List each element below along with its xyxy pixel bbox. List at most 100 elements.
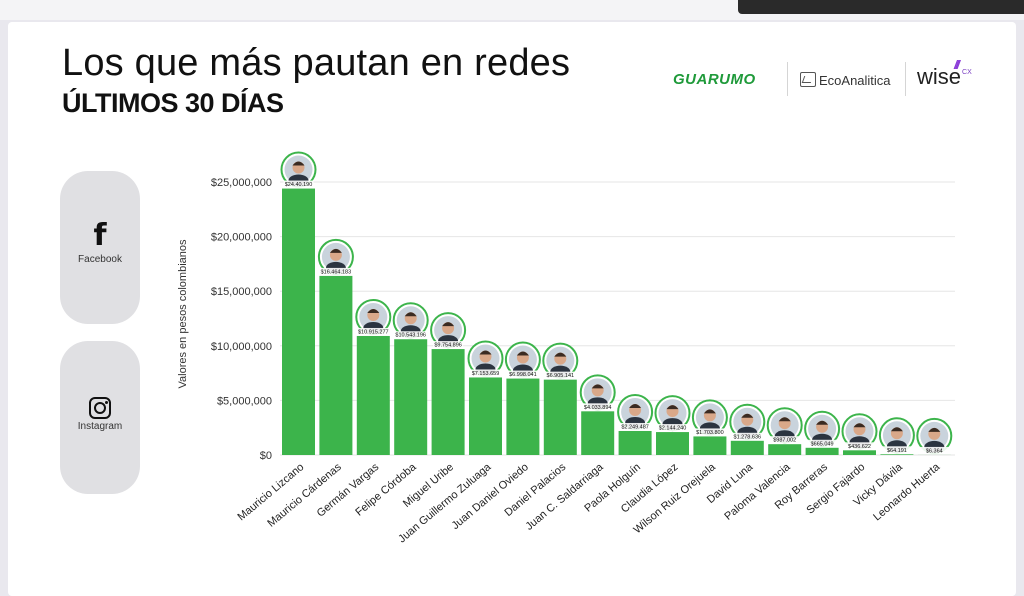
bar: [581, 411, 615, 455]
avatar-hair: [928, 427, 941, 432]
value-label: $10.543.196: [395, 333, 426, 339]
facebook-button[interactable]: f Facebook: [60, 171, 140, 324]
value-label: $6.998.041: [509, 372, 537, 378]
avatar-hair: [479, 350, 492, 355]
avatar-hair: [703, 409, 716, 414]
bar: [805, 447, 839, 455]
facebook-icon: f: [93, 218, 107, 253]
value-label: $4.033.894: [584, 405, 612, 411]
bar: [469, 377, 502, 455]
value-label: $9.754.896: [434, 343, 462, 349]
y-tick-label: $5,000,000: [217, 395, 272, 407]
value-label: $987.002: [773, 438, 796, 444]
value-label: $16.464.183: [321, 269, 352, 275]
wise-logo-text: wise: [917, 64, 962, 89]
value-label-bg: [732, 432, 763, 440]
bar: [730, 440, 764, 455]
avatar-hair: [404, 312, 417, 317]
bar: [618, 430, 652, 455]
value-label: $2.249.487: [621, 424, 649, 430]
value-label-bg: [769, 436, 800, 444]
value-label-bg: [320, 267, 351, 275]
avatar-hair: [666, 405, 679, 410]
bar: [768, 444, 802, 455]
y-tick-label: $25,000,000: [211, 177, 272, 189]
y-tick-label: $20,000,000: [211, 232, 272, 244]
ecoanalitica-logo: EcoAnalitica: [800, 72, 891, 88]
value-label: $24.40.190: [285, 182, 313, 188]
avatar-hair: [554, 352, 567, 357]
bar: [843, 450, 876, 455]
value-label: $6.905.141: [547, 373, 575, 379]
bar: [880, 454, 914, 455]
avatar-hair: [741, 413, 754, 418]
wise-logo: wiseCX ///: [917, 58, 972, 90]
value-label-bg: [657, 424, 688, 432]
value-label-bg: [545, 371, 576, 379]
value-label: $436.622: [848, 444, 871, 450]
top-photo-edge: [738, 0, 1024, 14]
value-label: $1.278.636: [734, 434, 762, 440]
logo-divider: [905, 62, 906, 96]
instagram-label: Instagram: [77, 421, 123, 432]
y-tick-label: $10,000,000: [211, 341, 272, 353]
y-tick-label: $15,000,000: [211, 286, 272, 298]
slide-card: [8, 22, 1016, 596]
avatar-hair: [816, 420, 829, 425]
bar: [319, 275, 353, 455]
bar: [656, 432, 689, 455]
wise-logo-suffix: CX: [962, 69, 972, 76]
instagram-icon: [60, 397, 140, 419]
avatar-hair: [853, 423, 866, 428]
bar: [506, 378, 540, 455]
value-label-bg: [881, 446, 912, 454]
value-label: $64.191: [887, 448, 907, 454]
value-label-bg: [582, 403, 613, 411]
avatar-hair: [367, 308, 380, 313]
value-label-bg: [358, 327, 389, 335]
value-label-bg: [507, 370, 538, 378]
avatar-hair: [629, 403, 642, 408]
bar: [394, 339, 428, 455]
value-label-bg: [470, 369, 501, 377]
y-tick-label: $0: [260, 450, 272, 462]
bar: [693, 436, 727, 455]
avatar-hair: [591, 384, 604, 389]
bar: [543, 379, 577, 455]
value-label-bg: [395, 331, 426, 339]
value-label-bg: [919, 446, 950, 454]
facebook-label: Facebook: [78, 254, 122, 265]
value-label: $7.153.659: [472, 371, 500, 377]
bar: [431, 349, 465, 455]
category-label: Paloma Valencia: [722, 461, 793, 523]
value-label: $1.703.800: [696, 430, 724, 436]
value-label-bg: [694, 428, 725, 436]
avatar-hair: [442, 322, 455, 327]
bar: [356, 335, 390, 455]
value-label-bg: [844, 442, 875, 450]
value-label: $2.144.240: [659, 426, 687, 432]
value-label: $6.364: [926, 448, 943, 454]
value-label-bg: [807, 439, 838, 447]
category-label: Mauricio Lizcano: [235, 461, 306, 523]
ecoanalitica-logo-text: EcoAnalitica: [819, 73, 891, 88]
instagram-button[interactable]: Instagram: [60, 341, 140, 494]
avatar-hair: [329, 248, 342, 253]
bar: [282, 188, 315, 455]
value-label-bg: [620, 422, 651, 430]
value-label: $665.049: [811, 441, 834, 447]
avatar-hair: [292, 161, 305, 166]
value-label-bg: [433, 341, 464, 349]
logo-divider: [787, 62, 788, 96]
avatar-hair: [890, 427, 903, 432]
avatar-hair: [516, 351, 529, 356]
page-subtitle: ÚLTIMOS 30 DÍAS: [62, 88, 284, 118]
page-title: Los que más pautan en redes: [62, 42, 571, 84]
ecoanalitica-icon: [800, 72, 816, 87]
wise-logo-marks: ///: [954, 58, 960, 72]
category-label: Leonardo Huerta: [871, 461, 943, 524]
value-label: $10.915.277: [358, 329, 389, 335]
avatar-hair: [778, 417, 791, 422]
guarumo-logo: GUARUMO: [673, 71, 756, 88]
